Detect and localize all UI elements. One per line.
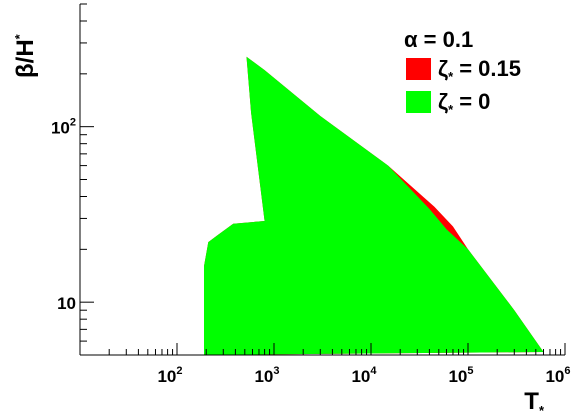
ticks-layer	[79, 3, 566, 356]
legend-title: α = 0.1	[404, 27, 473, 52]
legend-label: ζ* = 0	[438, 89, 490, 117]
x-tick-label: 106	[545, 365, 570, 386]
x-tick-label: 104	[351, 365, 377, 386]
tick-labels-layer: 102 103 104 105 106 10 102	[51, 117, 571, 386]
x-tick-label: 105	[448, 365, 473, 386]
legend: α = 0.1 ζ* = 0.15 ζ* = 0	[404, 27, 521, 117]
series-layer	[204, 56, 544, 356]
legend-swatch	[406, 58, 431, 80]
x-tick-label: 103	[254, 365, 279, 386]
y-tick-label: 102	[51, 117, 76, 138]
series-region-zeta-0	[204, 56, 544, 356]
y-axis-title: β/H*	[12, 33, 39, 78]
x-tick-label: 102	[157, 365, 182, 386]
legend-swatch	[406, 91, 431, 113]
y-tick-label: 10	[57, 294, 76, 313]
x-axis-title: T*	[524, 388, 545, 415]
legend-label: ζ* = 0.15	[438, 56, 521, 84]
